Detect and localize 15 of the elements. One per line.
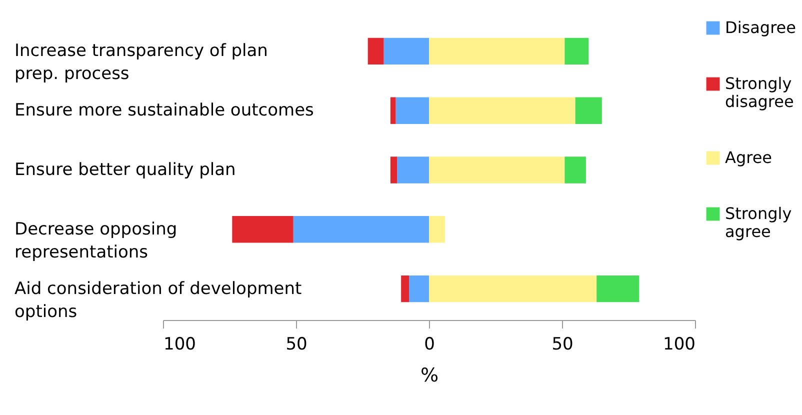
x-tick-label: 0 [424, 334, 435, 354]
legend-label: Strongly agree [725, 204, 792, 241]
x-tick-label: 50 [552, 334, 574, 354]
y-tick-label: Increase transparency of plan prep. process [14, 41, 268, 84]
y-tick-label: Ensure more sustainable outcomes [14, 100, 314, 121]
legend-label: Strongly disagree [725, 74, 794, 111]
x-tick-label: 50 [286, 334, 308, 354]
x-axis-title: % [420, 364, 439, 386]
y-tick-label: Aid consideration of development options [14, 278, 302, 322]
legend-label: Disagree [725, 18, 796, 37]
y-tick-label: Decrease opposing representations [14, 219, 178, 262]
x-tick-label: 100 [663, 334, 696, 354]
x-tick-label: 100 [164, 334, 196, 354]
legend-label: Agree [725, 148, 772, 167]
y-tick-label: Ensure better quality plan [14, 160, 236, 180]
